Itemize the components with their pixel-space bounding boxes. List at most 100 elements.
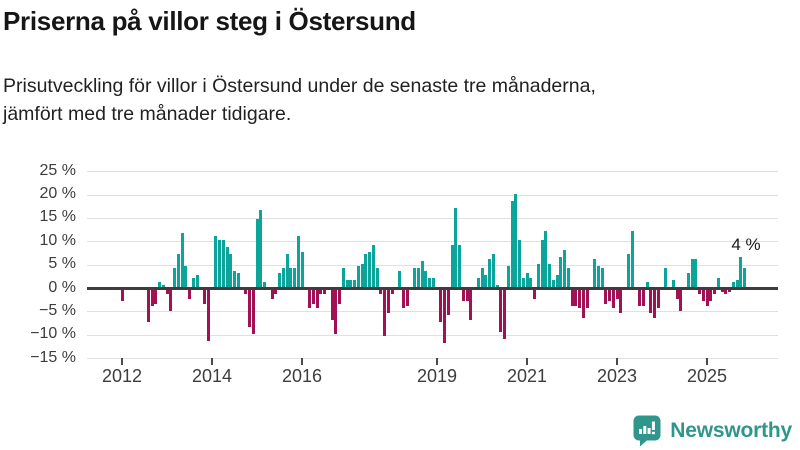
bar: [619, 289, 623, 313]
x-tick-mark: [121, 358, 123, 365]
bar: [611, 289, 615, 309]
bar: [176, 254, 180, 287]
x-tick-label: 2019: [416, 366, 458, 386]
bar: [675, 289, 679, 299]
bar: [739, 256, 743, 287]
bar: [469, 289, 473, 320]
bar: [270, 289, 274, 299]
bar: [671, 279, 675, 287]
bar: [731, 282, 735, 287]
bar: [218, 240, 221, 287]
y-tick-label: 5 %: [48, 255, 76, 273]
gridline: [87, 311, 778, 313]
bar: [454, 207, 458, 287]
bar: [390, 289, 394, 295]
bar: [120, 289, 124, 302]
bar: [214, 235, 218, 287]
bar: [735, 279, 739, 287]
x-tick-label: 2021: [506, 366, 548, 386]
y-tick-label: −5 %: [39, 301, 76, 319]
bar: [259, 209, 263, 287]
bar: [431, 277, 435, 287]
bar: [698, 289, 701, 295]
bar: [653, 289, 656, 318]
bar: [600, 268, 604, 287]
bar: [308, 289, 311, 309]
bar: [233, 270, 236, 287]
bar: [248, 289, 251, 327]
bar: [165, 289, 169, 295]
y-tick-label: 0 %: [48, 278, 76, 296]
bar: [420, 261, 424, 287]
bar: [244, 289, 248, 295]
x-tick-mark: [301, 358, 303, 365]
bar: [263, 282, 266, 287]
bar: [540, 240, 544, 287]
bar: [349, 279, 353, 287]
bar: [506, 265, 510, 287]
bar: [544, 230, 548, 287]
bar: [428, 277, 431, 287]
bar: [206, 289, 210, 341]
bar: [626, 254, 630, 287]
bar: [563, 249, 566, 287]
bar: [705, 289, 709, 306]
bar: [484, 275, 488, 287]
gridline: [87, 241, 778, 243]
zero-axis-line: [87, 287, 778, 290]
x-tick-mark: [436, 358, 438, 365]
bar: [315, 289, 319, 309]
bar: [161, 284, 165, 287]
bar: [416, 268, 420, 287]
bar: [379, 289, 383, 295]
bar: [386, 289, 390, 313]
bar: [405, 289, 409, 306]
gridline: [87, 334, 778, 336]
bar: [401, 289, 405, 309]
bar: [225, 247, 229, 287]
bar: [221, 240, 225, 287]
y-tick-label: 10 %: [39, 231, 76, 249]
bar: [694, 258, 698, 287]
y-tick-label: −15 %: [30, 348, 76, 366]
x-tick-label: 2014: [191, 366, 233, 386]
bar: [709, 289, 713, 302]
bar: [236, 272, 240, 287]
bar: [491, 254, 495, 287]
bar: [169, 289, 173, 311]
newsworthy-logo-icon: [633, 415, 661, 447]
bar: [716, 277, 720, 287]
bar: [548, 263, 551, 287]
bar: [398, 270, 401, 287]
bar: [188, 289, 191, 299]
bar: [458, 244, 461, 287]
bar: [173, 268, 176, 287]
bar: [533, 289, 536, 299]
bar: [274, 289, 278, 295]
bar: [330, 289, 334, 320]
bar: [638, 289, 641, 306]
bar: [686, 272, 690, 287]
bar: [574, 289, 578, 306]
bar: [630, 230, 634, 287]
bar: [645, 282, 649, 287]
bar: [443, 289, 446, 344]
y-tick-label: −10 %: [30, 325, 76, 343]
x-tick-label: 2025: [686, 366, 728, 386]
bar: [728, 289, 731, 292]
bar: [368, 251, 371, 287]
bar: [356, 265, 360, 287]
bar: [184, 265, 188, 287]
x-tick-mark: [706, 358, 708, 365]
latest-value-label: 4 %: [731, 235, 761, 254]
bar: [195, 275, 199, 287]
bar: [604, 289, 608, 304]
y-tick-label: 20 %: [39, 185, 76, 202]
bar: [296, 235, 300, 287]
bar: [529, 277, 533, 287]
bar: [521, 277, 525, 287]
bar: [345, 279, 349, 287]
bar: [353, 279, 356, 287]
bar: [311, 289, 315, 304]
